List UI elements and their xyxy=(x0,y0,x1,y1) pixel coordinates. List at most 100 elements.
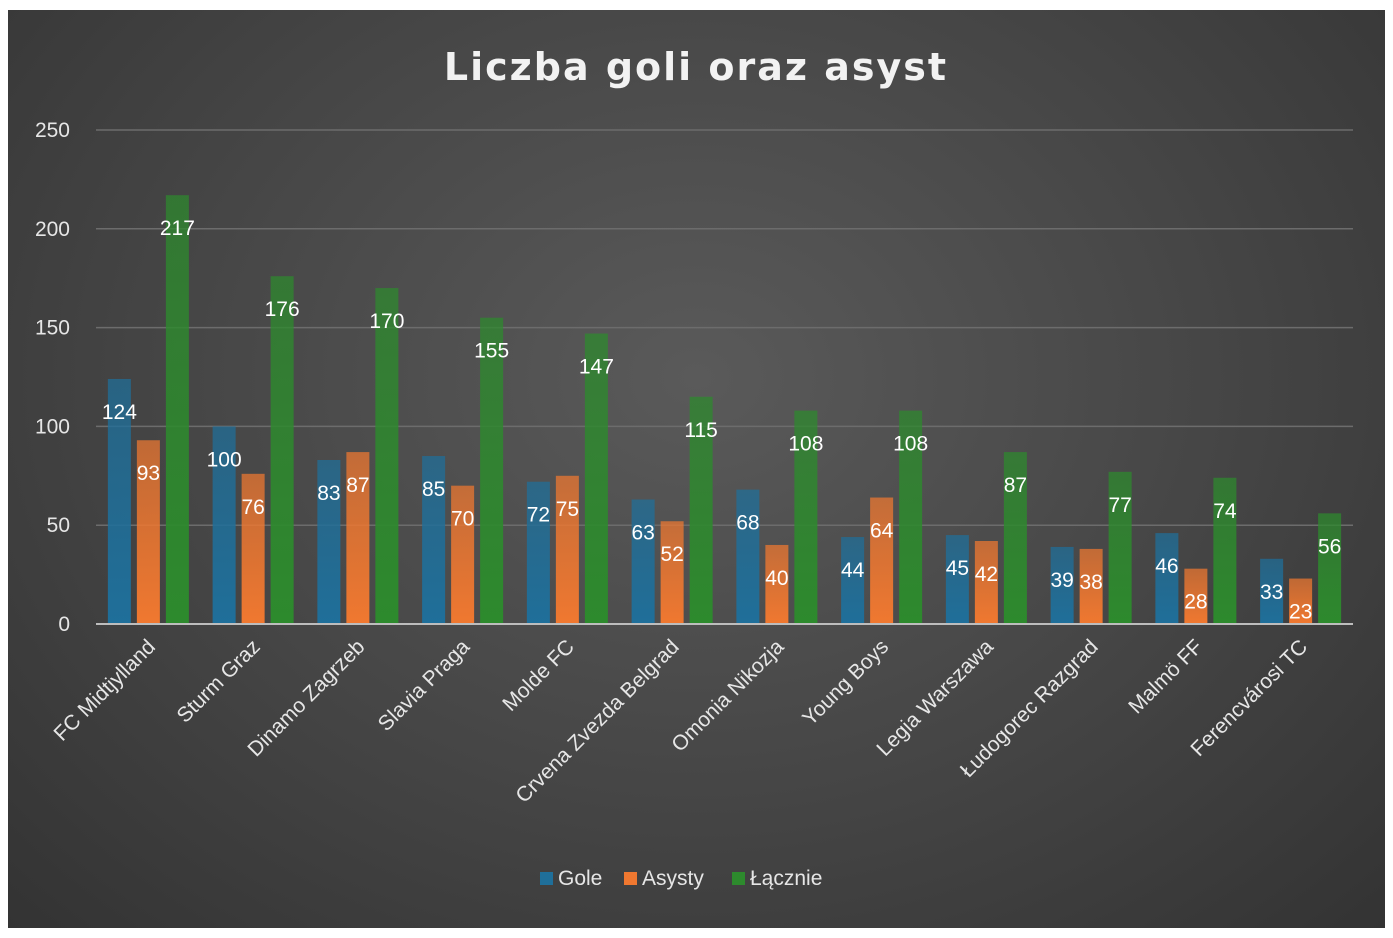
data-label: 100 xyxy=(207,448,242,471)
bar-gole xyxy=(212,426,236,624)
bar--cznie xyxy=(899,410,923,624)
y-tick-label: 200 xyxy=(35,218,70,241)
bar-gole xyxy=(736,489,760,624)
data-label: 33 xyxy=(1260,581,1283,604)
data-label: 56 xyxy=(1318,535,1341,558)
bar--cznie xyxy=(1213,477,1237,624)
data-label: 28 xyxy=(1184,591,1207,614)
data-label: 147 xyxy=(579,356,614,379)
bar--cznie xyxy=(794,410,818,624)
data-label: 72 xyxy=(527,504,550,527)
bar--cznie xyxy=(1318,513,1342,624)
bar--cznie xyxy=(1003,452,1027,624)
data-label: 44 xyxy=(841,559,865,582)
x-tick-label: Slavia Praga xyxy=(374,635,475,736)
bar-asysty xyxy=(1289,578,1313,624)
data-label: 70 xyxy=(451,508,474,531)
y-tick-label: 100 xyxy=(35,415,70,438)
bar--cznie xyxy=(165,195,189,624)
data-label: 42 xyxy=(975,563,998,586)
y-tick-label: 0 xyxy=(58,613,70,636)
data-label: 46 xyxy=(1155,555,1178,578)
x-tick-label: Omonia Nikozja xyxy=(667,635,788,756)
bar--cznie xyxy=(1108,471,1132,624)
data-label: 74 xyxy=(1213,500,1237,523)
bar-asysty xyxy=(660,521,684,624)
bar-asysty xyxy=(136,440,160,624)
bar-asysty xyxy=(451,485,475,624)
bar-gole xyxy=(422,456,446,624)
bar-asysty xyxy=(765,544,789,624)
data-label: 39 xyxy=(1050,569,1073,592)
bars xyxy=(107,195,1342,624)
x-tick-label: Dinamo Zagrzeb xyxy=(243,635,369,761)
x-tick-label: FC Midtjylland xyxy=(50,635,160,745)
grid-lines xyxy=(96,129,1353,526)
data-label: 52 xyxy=(660,543,683,566)
bar-asysty xyxy=(1184,568,1208,624)
bar-asysty xyxy=(974,541,998,624)
legend-label: Łącznie xyxy=(750,867,822,890)
bar--cznie xyxy=(584,333,608,624)
bar--cznie xyxy=(375,288,399,624)
data-label: 217 xyxy=(160,217,195,240)
legend-label: Gole xyxy=(558,867,602,890)
data-label: 77 xyxy=(1108,494,1131,517)
y-tick-label: 250 xyxy=(35,119,70,142)
data-label: 83 xyxy=(317,482,340,505)
bar-gole xyxy=(317,459,341,624)
bar--cznie xyxy=(689,396,713,624)
bar-gole xyxy=(1050,546,1074,624)
data-label: 176 xyxy=(265,298,300,321)
x-tick-label: Malmö FF xyxy=(1124,635,1207,718)
x-tick-label: Ferencvárosi TC xyxy=(1186,635,1312,761)
bar-asysty xyxy=(346,452,370,624)
data-label: 124 xyxy=(102,401,137,424)
data-label: 170 xyxy=(369,310,404,333)
data-label: 75 xyxy=(556,498,579,521)
bar-gole xyxy=(1260,558,1284,624)
data-label: 108 xyxy=(893,433,928,456)
bar-gole xyxy=(107,378,131,624)
bar--cznie xyxy=(480,317,504,624)
bar-gole xyxy=(631,499,655,624)
data-label: 87 xyxy=(1004,474,1027,497)
data-labels: 124 93 217 100 76 176 83 87 170 85 70 155 72 75 147 63 5… xyxy=(102,217,1341,623)
chart-svg: Liczba goli oraz asyst 124 93 217 100 76 176 8… xyxy=(35,45,1353,890)
data-label: 38 xyxy=(1079,571,1102,594)
bar-asysty xyxy=(555,475,579,624)
chart-frame: Liczba goli oraz asyst 124 93 217 100 76 176 8… xyxy=(8,10,1385,928)
data-label: 87 xyxy=(346,474,369,497)
x-tick-label: Molde FC xyxy=(498,635,579,716)
data-label: 115 xyxy=(684,419,717,442)
data-label: 68 xyxy=(736,512,759,535)
data-label: 76 xyxy=(241,496,264,519)
y-tick-label: 150 xyxy=(35,317,70,340)
bar-gole xyxy=(526,481,550,624)
data-label: 40 xyxy=(765,567,788,590)
data-label: 108 xyxy=(788,433,823,456)
bar-asysty xyxy=(1079,548,1103,624)
data-label: 45 xyxy=(946,557,969,580)
bar-asysty xyxy=(870,497,894,624)
bar-asysty xyxy=(241,473,265,624)
legend-label: Asysty xyxy=(642,867,704,890)
data-label: 64 xyxy=(870,520,894,543)
legend: Gole Asysty Łącznie xyxy=(540,867,822,890)
data-label: 155 xyxy=(474,340,509,363)
x-tick-label: Young Boys xyxy=(798,635,893,730)
data-label: 63 xyxy=(631,522,654,545)
y-tick-label: 50 xyxy=(47,514,70,537)
bar-gole xyxy=(1155,533,1179,624)
x-tick-label: Sturm Graz xyxy=(172,635,264,727)
bar-gole xyxy=(945,535,969,624)
data-label: 85 xyxy=(422,478,445,501)
legend-swatch xyxy=(732,872,745,885)
bar-gole xyxy=(841,537,865,624)
legend-swatch xyxy=(624,872,637,885)
bar--cznie xyxy=(270,276,294,624)
chart-title: Liczba goli oraz asyst xyxy=(444,45,948,89)
data-label: 23 xyxy=(1289,601,1312,624)
data-label: 93 xyxy=(137,462,160,485)
legend-swatch xyxy=(540,872,553,885)
